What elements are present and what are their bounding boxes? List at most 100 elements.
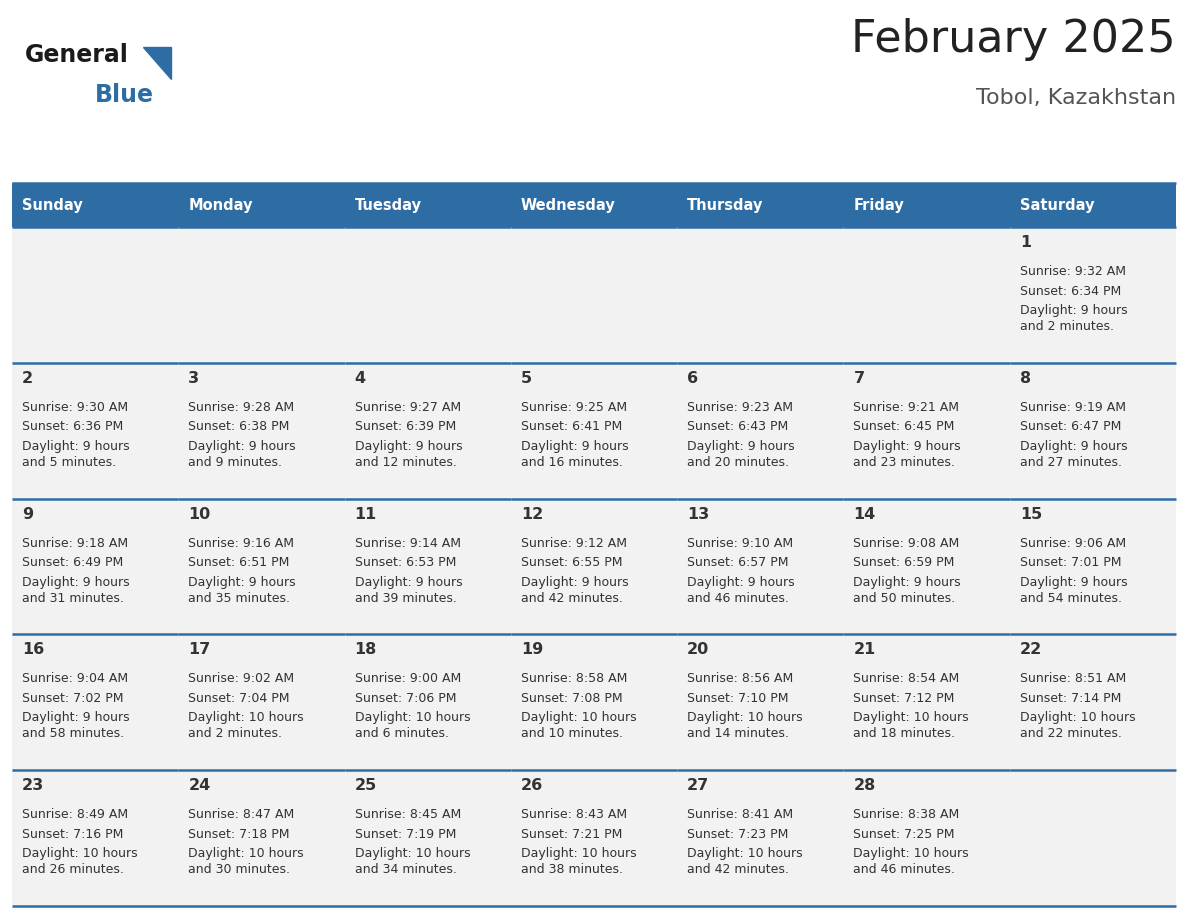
Text: Sunset: 6:39 PM: Sunset: 6:39 PM bbox=[354, 420, 456, 433]
Text: Daylight: 9 hours
and 39 minutes.: Daylight: 9 hours and 39 minutes. bbox=[354, 576, 462, 605]
Text: Sunset: 6:36 PM: Sunset: 6:36 PM bbox=[23, 420, 124, 433]
Text: Sunset: 6:51 PM: Sunset: 6:51 PM bbox=[188, 556, 290, 569]
Text: Daylight: 9 hours
and 23 minutes.: Daylight: 9 hours and 23 minutes. bbox=[853, 440, 961, 469]
Bar bbox=[677, 363, 843, 498]
Text: Daylight: 9 hours
and 58 minutes.: Daylight: 9 hours and 58 minutes. bbox=[23, 711, 129, 741]
Text: Sunrise: 8:38 AM: Sunrise: 8:38 AM bbox=[853, 808, 960, 822]
Text: Daylight: 9 hours
and 31 minutes.: Daylight: 9 hours and 31 minutes. bbox=[23, 576, 129, 605]
Text: Sunset: 7:12 PM: Sunset: 7:12 PM bbox=[853, 692, 955, 705]
Text: Daylight: 9 hours
and 2 minutes.: Daylight: 9 hours and 2 minutes. bbox=[1019, 304, 1127, 333]
Text: Daylight: 10 hours
and 10 minutes.: Daylight: 10 hours and 10 minutes. bbox=[520, 711, 637, 741]
Text: 9: 9 bbox=[23, 507, 33, 521]
Text: Daylight: 9 hours
and 16 minutes.: Daylight: 9 hours and 16 minutes. bbox=[520, 440, 628, 469]
Bar bbox=[1010, 498, 1176, 634]
Text: Daylight: 9 hours
and 42 minutes.: Daylight: 9 hours and 42 minutes. bbox=[520, 576, 628, 605]
Bar bbox=[12, 227, 178, 363]
Bar bbox=[178, 183, 345, 227]
Text: 26: 26 bbox=[520, 778, 543, 793]
Bar bbox=[511, 634, 677, 770]
Text: Sunrise: 8:43 AM: Sunrise: 8:43 AM bbox=[520, 808, 627, 822]
Bar bbox=[677, 183, 843, 227]
Text: Thursday: Thursday bbox=[687, 197, 764, 212]
Bar bbox=[843, 634, 1010, 770]
Text: Daylight: 10 hours
and 18 minutes.: Daylight: 10 hours and 18 minutes. bbox=[853, 711, 969, 741]
Text: Daylight: 9 hours
and 46 minutes.: Daylight: 9 hours and 46 minutes. bbox=[687, 576, 795, 605]
Text: Sunset: 7:10 PM: Sunset: 7:10 PM bbox=[687, 692, 789, 705]
Text: Sunset: 6:59 PM: Sunset: 6:59 PM bbox=[853, 556, 955, 569]
Text: Sunset: 6:57 PM: Sunset: 6:57 PM bbox=[687, 556, 789, 569]
Bar bbox=[511, 770, 677, 906]
Text: Blue: Blue bbox=[95, 83, 154, 107]
Text: Sunset: 7:25 PM: Sunset: 7:25 PM bbox=[853, 828, 955, 841]
Text: 1: 1 bbox=[1019, 235, 1031, 250]
Bar bbox=[178, 770, 345, 906]
Text: Sunset: 7:18 PM: Sunset: 7:18 PM bbox=[188, 828, 290, 841]
Text: Daylight: 10 hours
and 14 minutes.: Daylight: 10 hours and 14 minutes. bbox=[687, 711, 803, 741]
Text: Sunrise: 9:04 AM: Sunrise: 9:04 AM bbox=[23, 672, 128, 686]
Text: Daylight: 10 hours
and 34 minutes.: Daylight: 10 hours and 34 minutes. bbox=[354, 847, 470, 876]
Text: Sunset: 6:47 PM: Sunset: 6:47 PM bbox=[1019, 420, 1121, 433]
Bar bbox=[12, 183, 178, 227]
Bar bbox=[345, 183, 511, 227]
Polygon shape bbox=[143, 47, 171, 79]
Text: 6: 6 bbox=[687, 371, 699, 386]
Text: Tuesday: Tuesday bbox=[354, 197, 422, 212]
Text: Daylight: 10 hours
and 26 minutes.: Daylight: 10 hours and 26 minutes. bbox=[23, 847, 138, 876]
Bar bbox=[1010, 183, 1176, 227]
Bar bbox=[178, 363, 345, 498]
Text: Sunrise: 8:49 AM: Sunrise: 8:49 AM bbox=[23, 808, 128, 822]
Text: Sunrise: 8:51 AM: Sunrise: 8:51 AM bbox=[1019, 672, 1126, 686]
Bar bbox=[843, 363, 1010, 498]
Text: Daylight: 9 hours
and 5 minutes.: Daylight: 9 hours and 5 minutes. bbox=[23, 440, 129, 469]
Text: Daylight: 9 hours
and 20 minutes.: Daylight: 9 hours and 20 minutes. bbox=[687, 440, 795, 469]
Text: 2: 2 bbox=[23, 371, 33, 386]
Bar bbox=[843, 770, 1010, 906]
Text: Sunset: 7:06 PM: Sunset: 7:06 PM bbox=[354, 692, 456, 705]
Bar bbox=[677, 634, 843, 770]
Text: Sunset: 7:14 PM: Sunset: 7:14 PM bbox=[1019, 692, 1121, 705]
Text: 13: 13 bbox=[687, 507, 709, 521]
Bar bbox=[345, 634, 511, 770]
Text: Sunset: 6:45 PM: Sunset: 6:45 PM bbox=[853, 420, 955, 433]
Text: Sunrise: 9:14 AM: Sunrise: 9:14 AM bbox=[354, 537, 461, 550]
Bar bbox=[511, 183, 677, 227]
Text: 20: 20 bbox=[687, 643, 709, 657]
Text: Daylight: 10 hours
and 22 minutes.: Daylight: 10 hours and 22 minutes. bbox=[1019, 711, 1136, 741]
Bar bbox=[843, 227, 1010, 363]
Text: Tobol, Kazakhstan: Tobol, Kazakhstan bbox=[975, 88, 1176, 108]
Text: Sunrise: 9:00 AM: Sunrise: 9:00 AM bbox=[354, 672, 461, 686]
Text: Sunset: 6:34 PM: Sunset: 6:34 PM bbox=[1019, 285, 1121, 297]
Text: Sunrise: 9:21 AM: Sunrise: 9:21 AM bbox=[853, 401, 960, 414]
Text: Daylight: 9 hours
and 12 minutes.: Daylight: 9 hours and 12 minutes. bbox=[354, 440, 462, 469]
Text: 21: 21 bbox=[853, 643, 876, 657]
Text: 5: 5 bbox=[520, 371, 532, 386]
Bar bbox=[677, 498, 843, 634]
Text: 22: 22 bbox=[1019, 643, 1042, 657]
Text: General: General bbox=[25, 43, 128, 67]
Text: Monday: Monday bbox=[188, 197, 253, 212]
Text: 18: 18 bbox=[354, 643, 377, 657]
Text: Sunrise: 8:41 AM: Sunrise: 8:41 AM bbox=[687, 808, 794, 822]
Bar bbox=[12, 363, 178, 498]
Bar bbox=[178, 634, 345, 770]
Text: Sunrise: 9:02 AM: Sunrise: 9:02 AM bbox=[188, 672, 295, 686]
Text: 19: 19 bbox=[520, 643, 543, 657]
Bar bbox=[345, 498, 511, 634]
Text: Sunset: 6:49 PM: Sunset: 6:49 PM bbox=[23, 556, 124, 569]
Text: Sunrise: 8:54 AM: Sunrise: 8:54 AM bbox=[853, 672, 960, 686]
Text: Friday: Friday bbox=[853, 197, 904, 212]
Text: Daylight: 10 hours
and 6 minutes.: Daylight: 10 hours and 6 minutes. bbox=[354, 711, 470, 741]
Text: Wednesday: Wednesday bbox=[520, 197, 615, 212]
Text: Sunset: 7:23 PM: Sunset: 7:23 PM bbox=[687, 828, 789, 841]
Text: Sunset: 6:53 PM: Sunset: 6:53 PM bbox=[354, 556, 456, 569]
Text: 27: 27 bbox=[687, 778, 709, 793]
Text: Sunday: Sunday bbox=[23, 197, 83, 212]
Text: Sunrise: 8:45 AM: Sunrise: 8:45 AM bbox=[354, 808, 461, 822]
Text: Daylight: 9 hours
and 50 minutes.: Daylight: 9 hours and 50 minutes. bbox=[853, 576, 961, 605]
Text: 16: 16 bbox=[23, 643, 44, 657]
Bar bbox=[677, 227, 843, 363]
Text: Daylight: 9 hours
and 9 minutes.: Daylight: 9 hours and 9 minutes. bbox=[188, 440, 296, 469]
Text: Sunrise: 9:19 AM: Sunrise: 9:19 AM bbox=[1019, 401, 1126, 414]
Text: Sunset: 6:55 PM: Sunset: 6:55 PM bbox=[520, 556, 623, 569]
Bar bbox=[345, 770, 511, 906]
